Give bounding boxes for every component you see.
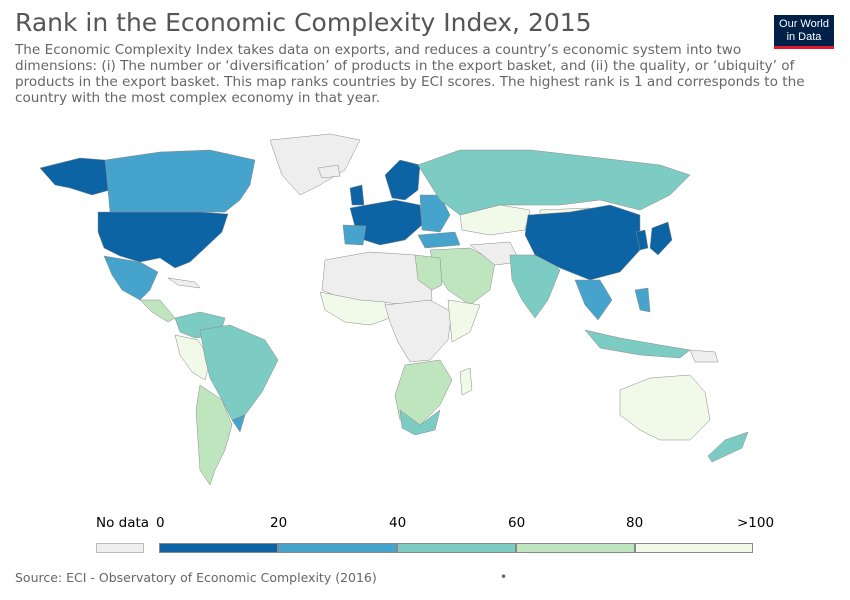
legend-no-data-swatch[interactable] (96, 543, 144, 553)
region-indonesia (584, 329, 691, 359)
region-central-africa (384, 299, 453, 363)
region-mexico (103, 255, 159, 301)
legend-tick-100-plus: >100 (737, 515, 775, 531)
region-australia (619, 374, 711, 441)
owid-logo[interactable]: Our World in Data (774, 15, 834, 49)
legend-bin-80-100[interactable] (635, 543, 753, 553)
legend-tick-80: 80 (626, 515, 644, 531)
region-alaska (39, 157, 111, 196)
legend-bin-60-80[interactable] (516, 543, 635, 553)
region-indochina (574, 279, 613, 321)
region-uruguay (231, 414, 246, 433)
region-peru-bolivia (174, 334, 211, 381)
region-greenland (269, 133, 361, 196)
region-kazakhstan (459, 204, 531, 236)
region-uk (349, 184, 365, 206)
region-iberia (342, 224, 367, 246)
legend-no-data-label: No data (96, 515, 150, 531)
region-turkey (417, 231, 461, 249)
footer-dot: • (500, 570, 508, 584)
logo-line-1: Our World (779, 18, 829, 30)
source-note: Source: ECI - Observatory of Economic Co… (15, 570, 377, 585)
chart-title: Rank in the Economic Complexity Index, 2… (15, 8, 592, 37)
region-china (524, 204, 641, 281)
region-argentina-chile (195, 384, 233, 486)
region-new-zealand (707, 431, 749, 463)
region-east-africa (447, 299, 481, 343)
region-korea (635, 229, 649, 251)
region-iceland (317, 164, 341, 179)
legend-tick-0: 0 (156, 515, 165, 531)
region-india (509, 254, 561, 319)
region-canada (104, 149, 256, 213)
legend-tick-60: 60 (508, 515, 526, 531)
legend-bin-0-20[interactable] (159, 543, 278, 553)
region-south-africa (399, 409, 441, 436)
region-scandinavia (384, 159, 421, 201)
region-madagascar (459, 367, 473, 396)
region-philippines (634, 287, 651, 313)
legend-tick-20: 20 (270, 515, 288, 531)
legend-tick-40: 40 (389, 515, 407, 531)
region-central-america (139, 299, 176, 323)
logo-line-2: in Data (786, 31, 822, 43)
region-egypt (414, 254, 443, 291)
region-west-africa (319, 291, 391, 326)
legend-bin-20-40[interactable] (278, 543, 397, 553)
chart-subtitle: The Economic Complexity Index takes data… (15, 42, 805, 106)
region-russia (417, 149, 691, 216)
region-japan (649, 221, 673, 256)
region-usa (97, 211, 229, 269)
region-cuba (167, 277, 201, 289)
legend-bin-40-60[interactable] (397, 543, 516, 553)
region-southern-africa (394, 359, 453, 426)
region-papua (689, 349, 719, 363)
